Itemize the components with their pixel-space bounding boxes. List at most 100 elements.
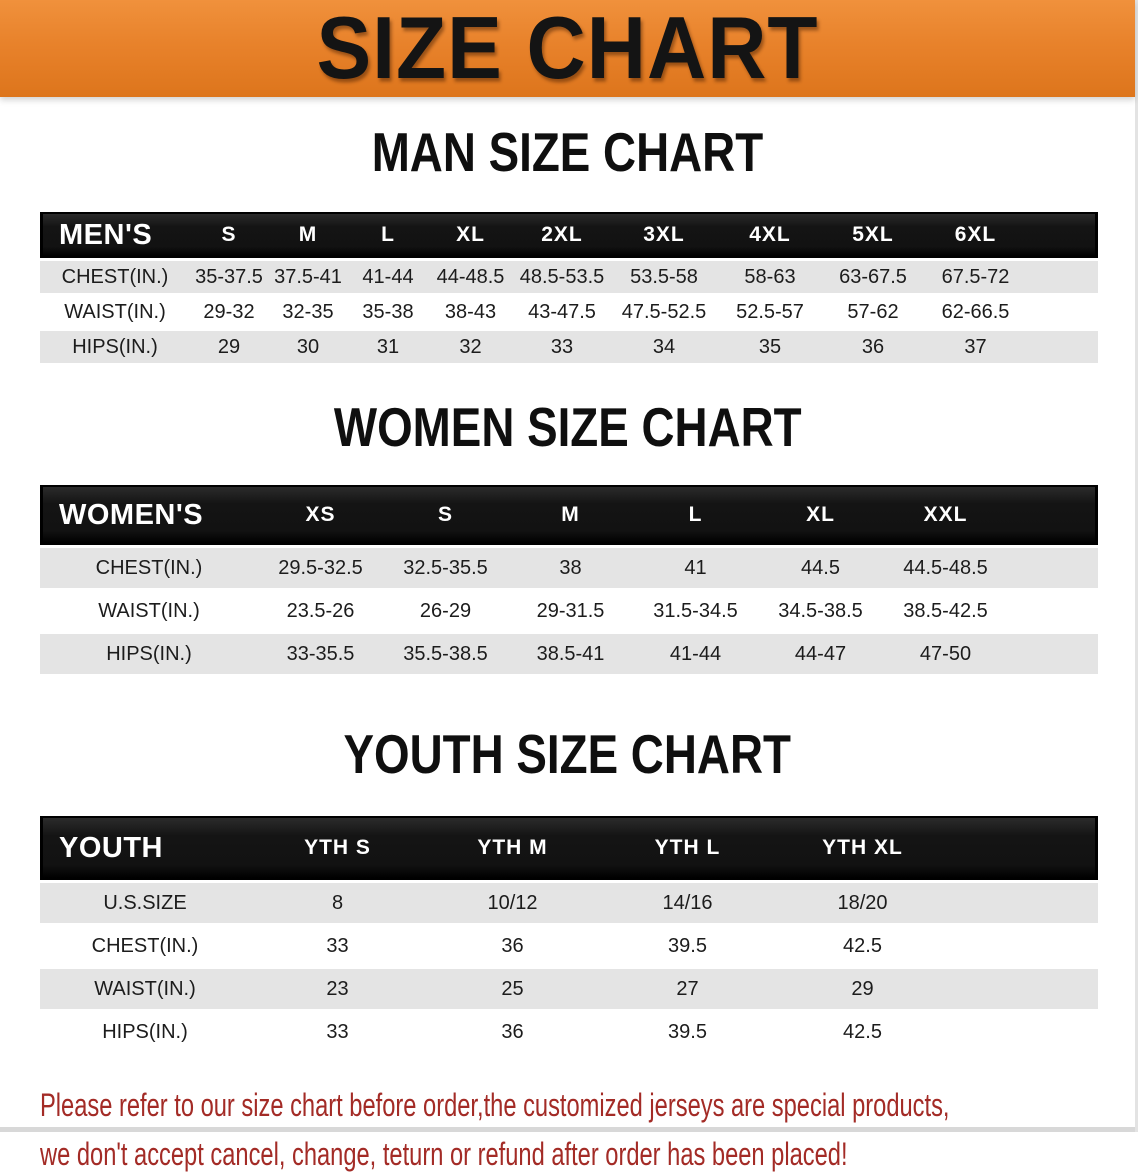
youth-section-title-text: YOUTH SIZE CHART xyxy=(343,724,792,786)
size-cell: 29-31.5 xyxy=(508,591,633,631)
spacer-cell xyxy=(950,816,1098,880)
spacer-cell xyxy=(950,969,1098,1009)
size-cell: 44-47 xyxy=(758,634,883,674)
size-column-header: XXL xyxy=(883,485,1008,545)
women-header-row: WOMEN'S XS S M L XL XXL xyxy=(40,485,1098,545)
size-cell: 33-35.5 xyxy=(258,634,383,674)
youth-chest-row: CHEST(IN.) 33 36 39.5 42.5 xyxy=(40,926,1098,966)
row-label: CHEST(IN.) xyxy=(40,926,250,966)
size-column-header: YTH S xyxy=(250,816,425,880)
size-cell: 48.5-53.5 xyxy=(513,261,611,293)
women-section-title-text: WOMEN SIZE CHART xyxy=(333,397,802,459)
men-header-label: MEN'S xyxy=(40,212,190,258)
size-cell: 33 xyxy=(513,331,611,363)
size-cell: 14/16 xyxy=(600,883,775,923)
size-cell: 57-62 xyxy=(823,296,923,328)
youth-ussize-row: U.S.SIZE 8 10/12 14/16 18/20 xyxy=(40,883,1098,923)
size-cell: 52.5-57 xyxy=(717,296,823,328)
size-column-header: XS xyxy=(258,485,383,545)
size-cell: 33 xyxy=(250,1012,425,1052)
size-cell: 23 xyxy=(250,969,425,1009)
bottom-edge-line xyxy=(0,1127,1135,1132)
women-waist-row: WAIST(IN.) 23.5-26 26-29 29-31.5 31.5-34… xyxy=(40,591,1098,631)
row-label: WAIST(IN.) xyxy=(40,969,250,1009)
size-cell: 10/12 xyxy=(425,883,600,923)
size-cell: 58-63 xyxy=(717,261,823,293)
youth-section-title: YOUTH SIZE CHART xyxy=(0,724,1135,795)
men-header-row: MEN'S S M L XL 2XL 3XL 4XL 5XL 6XL xyxy=(40,212,1098,258)
spacer-cell xyxy=(1028,212,1098,258)
row-label: CHEST(IN.) xyxy=(40,548,258,588)
youth-waist-row: WAIST(IN.) 23 25 27 29 xyxy=(40,969,1098,1009)
spacer-cell xyxy=(1028,261,1098,293)
size-cell: 62-66.5 xyxy=(923,296,1028,328)
women-section-title: WOMEN SIZE CHART xyxy=(0,397,1135,468)
men-section-title: MAN SIZE CHART xyxy=(0,122,1135,193)
men-chest-row: CHEST(IN.) 35-37.5 37.5-41 41-44 44-48.5… xyxy=(40,261,1098,293)
size-cell: 29.5-32.5 xyxy=(258,548,383,588)
size-cell: 8 xyxy=(250,883,425,923)
size-column-header: XL xyxy=(758,485,883,545)
row-label: CHEST(IN.) xyxy=(40,261,190,293)
size-cell: 30 xyxy=(268,331,348,363)
women-header-label: WOMEN'S xyxy=(40,485,258,545)
size-column-header: 2XL xyxy=(513,212,611,258)
size-column-header: M xyxy=(268,212,348,258)
size-column-header: 3XL xyxy=(611,212,717,258)
size-column-header: 4XL xyxy=(717,212,823,258)
size-cell: 31 xyxy=(348,331,428,363)
size-cell: 44.5-48.5 xyxy=(883,548,1008,588)
size-cell: 41-44 xyxy=(633,634,758,674)
youth-header-row: YOUTH YTH S YTH M YTH L YTH XL xyxy=(40,816,1098,880)
size-cell: 38.5-41 xyxy=(508,634,633,674)
size-cell: 18/20 xyxy=(775,883,950,923)
size-column-header: YTH L xyxy=(600,816,775,880)
size-cell: 38-43 xyxy=(428,296,513,328)
spacer-cell xyxy=(1008,548,1098,588)
size-cell: 37.5-41 xyxy=(268,261,348,293)
row-label: WAIST(IN.) xyxy=(40,296,190,328)
women-size-table: WOMEN'S XS S M L XL XXL CHEST(IN.) 29.5-… xyxy=(40,482,1098,677)
size-cell: 34.5-38.5 xyxy=(758,591,883,631)
size-cell: 39.5 xyxy=(600,926,775,966)
spacer-cell xyxy=(950,883,1098,923)
section-women: WOMEN SIZE CHART WOMEN'S XS S M L XL XXL… xyxy=(0,397,1135,677)
spacer-cell xyxy=(1008,485,1098,545)
size-cell: 35.5-38.5 xyxy=(383,634,508,674)
size-cell: 23.5-26 xyxy=(258,591,383,631)
size-cell: 27 xyxy=(600,969,775,1009)
row-label: HIPS(IN.) xyxy=(40,1012,250,1052)
size-cell: 36 xyxy=(425,1012,600,1052)
row-label: HIPS(IN.) xyxy=(40,634,258,674)
size-column-header: YTH M xyxy=(425,816,600,880)
size-cell: 39.5 xyxy=(600,1012,775,1052)
size-column-header: L xyxy=(348,212,428,258)
page-title: SIZE CHART xyxy=(316,0,819,98)
youth-size-table: YOUTH YTH S YTH M YTH L YTH XL U.S.SIZE … xyxy=(40,813,1098,1055)
youth-header-label: YOUTH xyxy=(40,816,250,880)
footer-line-1: Please refer to our size chart before or… xyxy=(40,1087,950,1123)
size-cell: 47.5-52.5 xyxy=(611,296,717,328)
women-chest-row: CHEST(IN.) 29.5-32.5 32.5-35.5 38 41 44.… xyxy=(40,548,1098,588)
size-cell: 34 xyxy=(611,331,717,363)
size-cell: 35-37.5 xyxy=(190,261,268,293)
size-cell: 43-47.5 xyxy=(513,296,611,328)
section-men: MAN SIZE CHART MEN'S S M L XL 2XL 3XL 4X… xyxy=(0,122,1135,366)
size-cell: 63-67.5 xyxy=(823,261,923,293)
size-cell: 29 xyxy=(775,969,950,1009)
size-cell: 31.5-34.5 xyxy=(633,591,758,631)
size-column-header: YTH XL xyxy=(775,816,950,880)
size-column-header: L xyxy=(633,485,758,545)
section-youth: YOUTH SIZE CHART YOUTH YTH S YTH M YTH L… xyxy=(0,724,1135,1055)
spacer-cell xyxy=(950,1012,1098,1052)
size-cell: 37 xyxy=(923,331,1028,363)
youth-hips-row: HIPS(IN.) 33 36 39.5 42.5 xyxy=(40,1012,1098,1052)
spacer-cell xyxy=(1008,634,1098,674)
row-label: U.S.SIZE xyxy=(40,883,250,923)
size-column-header: XL xyxy=(428,212,513,258)
size-column-header: M xyxy=(508,485,633,545)
size-cell: 32-35 xyxy=(268,296,348,328)
size-column-header: S xyxy=(190,212,268,258)
row-label: HIPS(IN.) xyxy=(40,331,190,363)
